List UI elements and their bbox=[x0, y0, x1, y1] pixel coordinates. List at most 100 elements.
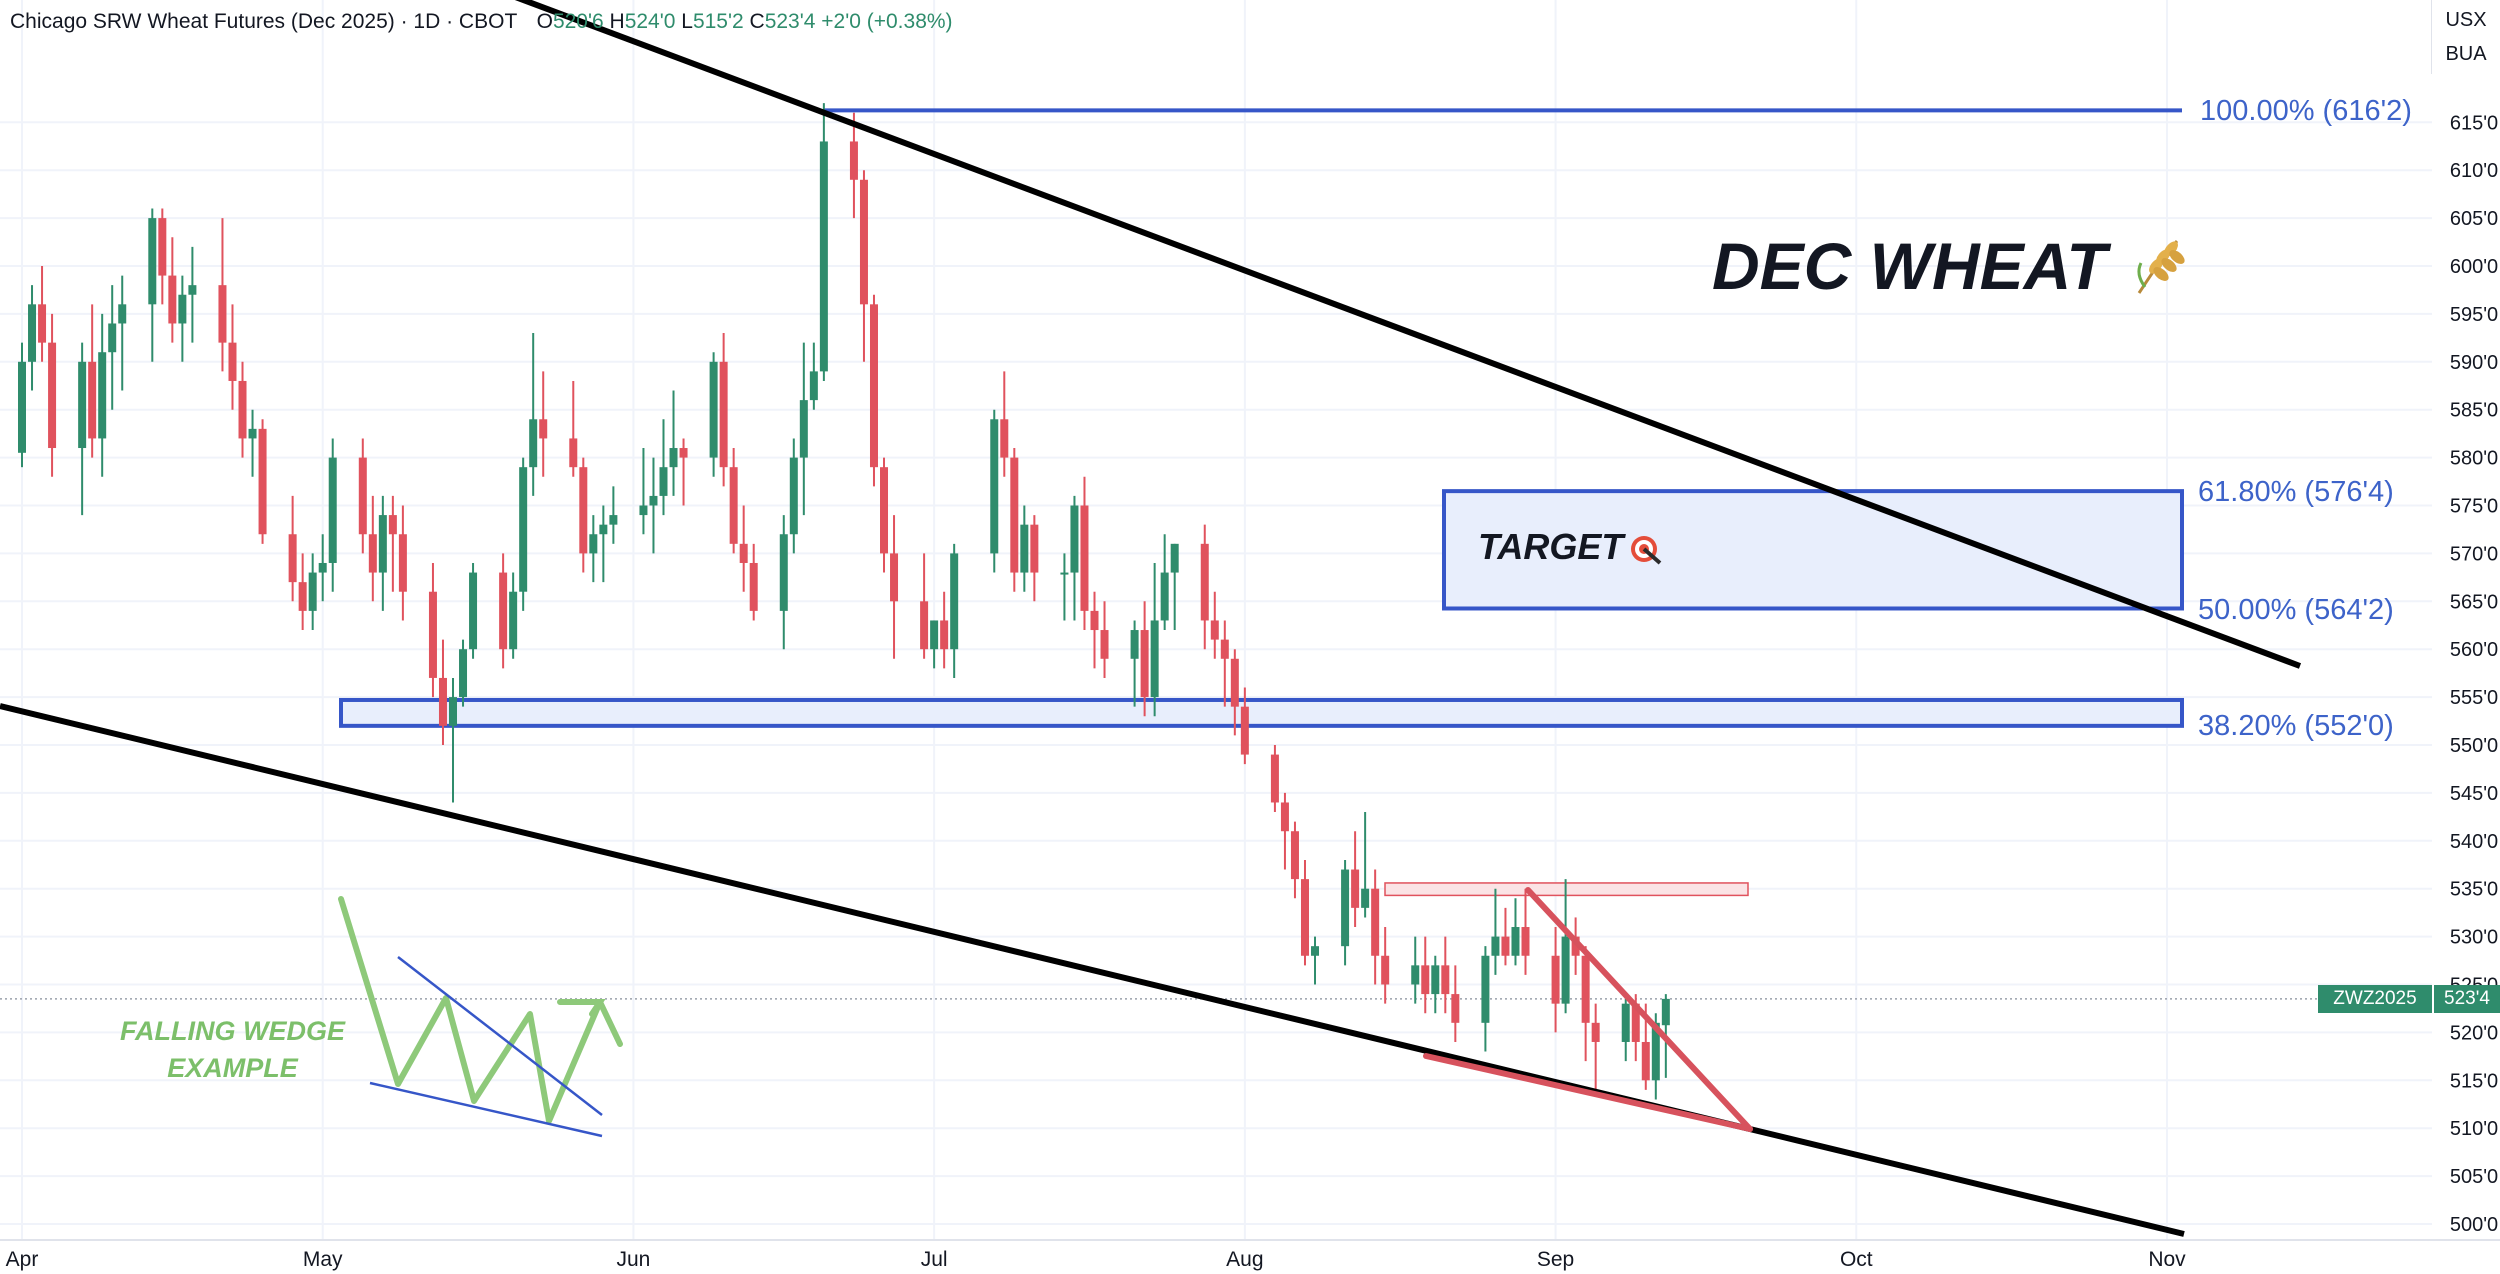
candle-body bbox=[438, 677, 447, 726]
candle-body bbox=[719, 361, 728, 468]
candle bbox=[499, 553, 508, 669]
candle bbox=[1070, 495, 1079, 621]
fib-label-50: 50.00% (564'2) bbox=[2198, 594, 2394, 626]
candle-body bbox=[749, 562, 758, 611]
candle-body bbox=[1491, 936, 1500, 956]
candle-body bbox=[1571, 936, 1580, 956]
candle bbox=[1521, 888, 1530, 975]
y-tick-label: 555'0 bbox=[2450, 687, 2498, 709]
fib-zones bbox=[339, 108, 2184, 897]
candle bbox=[749, 543, 758, 621]
candle-body bbox=[1511, 927, 1520, 956]
candle bbox=[1371, 869, 1380, 985]
candle-body bbox=[18, 361, 26, 453]
candle-body bbox=[1521, 927, 1530, 956]
low-label: L bbox=[681, 10, 693, 33]
candle-body bbox=[1351, 869, 1360, 908]
candle bbox=[1290, 821, 1299, 899]
candle-body bbox=[238, 380, 247, 439]
candle-body bbox=[799, 400, 808, 458]
candle bbox=[38, 266, 47, 362]
y-tick-label: 595'0 bbox=[2450, 304, 2498, 326]
wedge-lower-line bbox=[1423, 1053, 1753, 1132]
candle bbox=[1160, 534, 1169, 631]
candle-body bbox=[1220, 639, 1229, 659]
y-tick-label: 505'0 bbox=[2450, 1166, 2498, 1188]
candle-body bbox=[1591, 1022, 1600, 1042]
candle-body bbox=[519, 467, 528, 592]
y-tick-label: 605'0 bbox=[2450, 208, 2498, 230]
candle-body bbox=[1030, 524, 1039, 573]
price-tag-value: 523'4 bbox=[2434, 985, 2500, 1013]
candle-body bbox=[248, 428, 257, 439]
x-tick-label: Nov bbox=[2148, 1248, 2186, 1271]
change-value: +2'0 (+0.38%) bbox=[821, 10, 953, 33]
candle-body bbox=[1431, 965, 1440, 995]
candle-body bbox=[388, 515, 397, 535]
candle-body bbox=[890, 553, 899, 602]
unit-selector[interactable]: USX BUA bbox=[2431, 0, 2500, 74]
candle bbox=[1431, 955, 1440, 1014]
x-tick-label: Sep bbox=[1537, 1248, 1574, 1271]
candle-body bbox=[649, 495, 658, 506]
candle-body bbox=[1060, 572, 1069, 575]
candle-body bbox=[990, 419, 999, 554]
low-value: 515'2 bbox=[692, 10, 744, 33]
candle bbox=[358, 438, 367, 554]
candle bbox=[459, 639, 468, 707]
candle-body bbox=[739, 543, 748, 563]
candle-body bbox=[1080, 505, 1089, 611]
candle-body bbox=[1641, 1041, 1650, 1081]
candle-body bbox=[1441, 965, 1450, 995]
candle bbox=[659, 419, 668, 516]
candle bbox=[669, 390, 678, 496]
candle bbox=[729, 448, 738, 554]
candle bbox=[859, 170, 868, 362]
candle bbox=[519, 457, 528, 611]
candle bbox=[1000, 371, 1009, 477]
candle bbox=[1020, 505, 1029, 592]
candle-body bbox=[288, 534, 297, 583]
candle-body bbox=[1411, 965, 1420, 985]
fib-382-zone bbox=[339, 697, 2184, 728]
candle bbox=[1381, 927, 1390, 1004]
candle bbox=[1341, 859, 1350, 966]
candle bbox=[609, 486, 618, 544]
y-tick-label: 550'0 bbox=[2450, 735, 2498, 757]
candle bbox=[1030, 515, 1039, 602]
candle bbox=[789, 438, 798, 554]
x-tick-label: Jun bbox=[616, 1248, 650, 1271]
candle bbox=[1130, 620, 1139, 707]
y-tick-label: 530'0 bbox=[2450, 927, 2498, 949]
candle-body bbox=[1200, 543, 1209, 621]
candle-body bbox=[659, 467, 668, 496]
candle-body bbox=[1230, 658, 1239, 707]
candle-body bbox=[709, 361, 718, 458]
candle-body bbox=[1140, 630, 1149, 698]
candle-body bbox=[378, 515, 387, 573]
candle-body bbox=[118, 304, 127, 324]
candle-body bbox=[1361, 888, 1370, 908]
candle bbox=[950, 543, 959, 678]
candle-body bbox=[539, 419, 548, 439]
candle-body bbox=[569, 438, 578, 468]
candle bbox=[930, 620, 939, 669]
candle-body bbox=[849, 141, 858, 180]
candle-body bbox=[869, 304, 878, 468]
candle-body bbox=[950, 553, 959, 650]
candle-body bbox=[398, 534, 407, 592]
symbol-title: Chicago SRW Wheat Futures (Dec 2025) · 1… bbox=[10, 10, 517, 33]
candle bbox=[98, 313, 107, 477]
candle bbox=[168, 237, 177, 343]
y-tick-label: 580'0 bbox=[2450, 448, 2498, 470]
candle bbox=[819, 103, 828, 381]
candle bbox=[1010, 448, 1019, 592]
candle bbox=[920, 553, 929, 659]
candle bbox=[599, 505, 608, 583]
candle bbox=[1421, 936, 1430, 1014]
currency-label: USX bbox=[2445, 9, 2487, 31]
candle bbox=[1621, 994, 1630, 1062]
candle-body bbox=[98, 352, 107, 439]
candle-body bbox=[318, 562, 327, 573]
annotation-title-text: DEC WHEAT bbox=[1712, 229, 2107, 303]
